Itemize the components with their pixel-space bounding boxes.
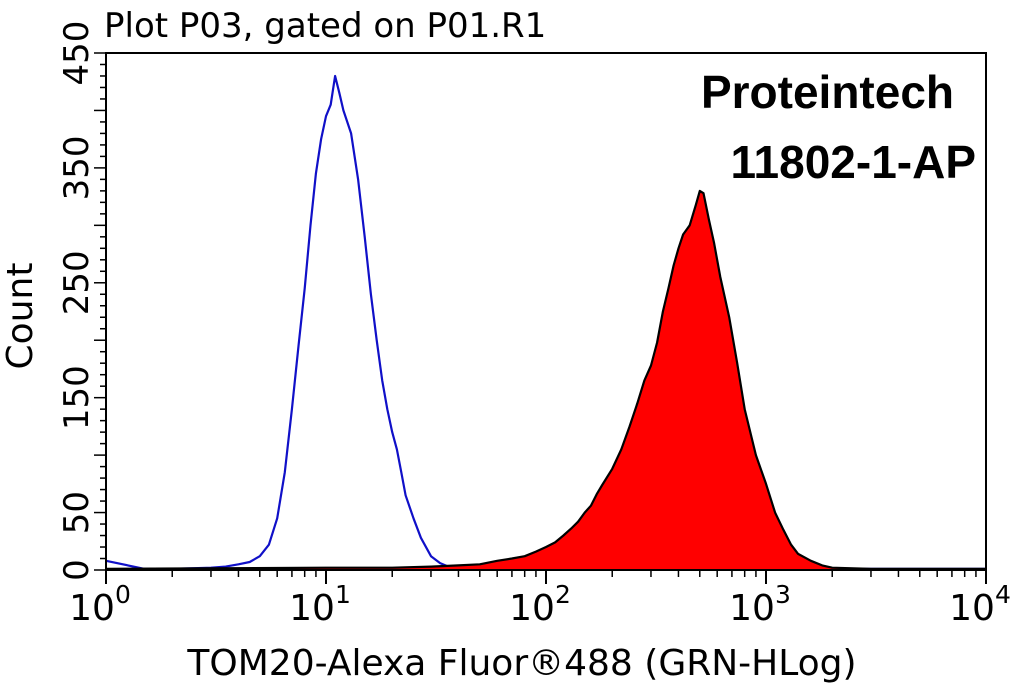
y-tick-label: 0 [57,559,97,581]
x-tick-label: 104 [949,580,1011,629]
y-tick-label: 450 [57,21,97,86]
y-tick-label: 350 [57,135,97,200]
series-0-line [105,74,986,571]
x-tick-label: 101 [289,580,351,629]
annotation-line-2: 11802-1-AP [731,136,977,188]
x-tick-label: 100 [69,580,131,629]
y-axis-label: Count [0,263,41,370]
y-tick-label: 50 [57,491,97,534]
y-tick-label: 150 [57,365,97,430]
annotation-line-1: Proteintech [701,66,954,118]
y-axis: 0 50 150 250 350 450 [57,21,106,581]
plot-frame [105,52,987,571]
series-layer [105,74,986,571]
series-1-line [105,189,986,571]
x-axis-label: TOM20-Alexa Fluor®488 (GRN-HLog) [186,643,856,684]
y-tick-label: 250 [57,250,97,315]
x-axis: 100 101 102 103 104 [69,570,1011,629]
chart-title: Plot P03, gated on P01.R1 [104,6,546,46]
x-tick-label: 103 [729,580,791,629]
x-tick-label: 102 [509,580,571,629]
series-1-area [106,190,986,570]
